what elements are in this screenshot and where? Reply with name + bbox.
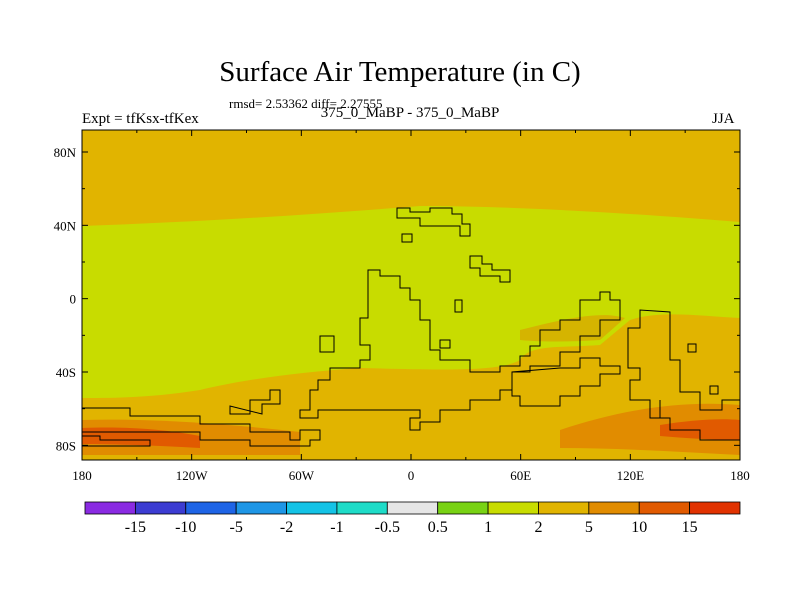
lon-tick-label: 60E: [510, 468, 531, 483]
lon-tick-label: 120E: [617, 468, 645, 483]
lat-tick-label: 40S: [56, 365, 76, 380]
colorbar-swatch: [336, 501, 388, 515]
lon-tick-label: 60W: [289, 468, 315, 483]
colorbar-label: 15: [682, 519, 698, 536]
lon-tick-label: 0: [408, 468, 415, 483]
colorbar-label: 5: [585, 519, 593, 536]
colorbar-label: -5: [229, 519, 242, 536]
lat-tick-label: 40N: [54, 218, 77, 233]
longitude-axis: 180 120W 60W 0 60E 120E 180: [72, 130, 750, 483]
experiment-label: Expt = tfKsx-tfKex: [82, 111, 199, 127]
map-field: [82, 130, 740, 460]
colorbar-label: 0.5: [428, 519, 448, 536]
colorbar-swatch: [538, 501, 590, 515]
lat-tick-label: 0: [70, 292, 77, 307]
latitude-axis: 80N 40N 0 40S 80S: [54, 145, 740, 453]
colorbar-swatch: [286, 501, 338, 515]
colorbar-swatch: [386, 501, 439, 515]
colorbar-label: -2: [280, 519, 293, 536]
field-1-2-band: [82, 206, 740, 398]
colorbar-swatch: [638, 501, 691, 515]
colorbar-swatch: [235, 501, 287, 515]
lon-tick-label: 180: [730, 468, 750, 483]
season-label: JJA: [712, 111, 735, 127]
colorbar: -15 -10 -5 -2 -1 -0.5 0.5 1 2 5 10 15: [84, 501, 741, 536]
lat-tick-label: 80S: [56, 438, 76, 453]
lat-tick-label: 80N: [54, 145, 77, 160]
colorbar-swatch: [689, 501, 741, 515]
runs-label: 375_0_MaBP - 375_0_MaBP: [320, 105, 500, 121]
colorbar-label: 10: [631, 519, 647, 536]
field-5-10-central: [520, 315, 625, 342]
field-5-10-south-east: [560, 403, 740, 455]
colorbar-swatch: [134, 501, 187, 515]
colorbar-swatch: [84, 501, 136, 515]
lon-tick-label: 120W: [176, 468, 209, 483]
colorbar-label: -0.5: [375, 519, 400, 536]
colorbar-swatch: [185, 501, 237, 515]
coastlines: [82, 207, 740, 447]
stats-line: rmsd= 2.53362 diff= 2.27555: [229, 96, 383, 111]
lon-tick-label: 180: [72, 468, 92, 483]
colorbar-swatch: [437, 501, 489, 515]
colorbar-label: 1: [484, 519, 492, 536]
colorbar-label: 2: [534, 519, 542, 536]
colorbar-swatch: [588, 501, 640, 515]
colorbar-label: -10: [175, 519, 196, 536]
colorbar-swatch: [487, 501, 539, 515]
colorbar-label: -15: [125, 519, 146, 536]
map-title: Surface Air Temperature (in C): [219, 56, 581, 88]
colorbar-label: -1: [330, 519, 343, 536]
field-10-15-south-west: [82, 427, 200, 448]
